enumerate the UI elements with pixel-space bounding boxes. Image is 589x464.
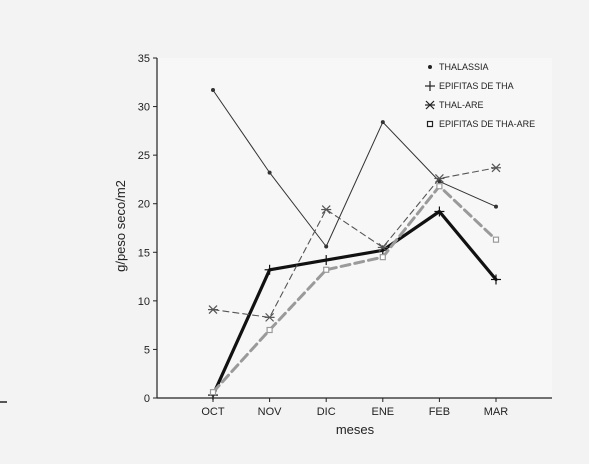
data-point <box>321 255 332 266</box>
legend-marker <box>428 65 432 69</box>
data-point <box>321 205 332 214</box>
x-tick-label: NOV <box>258 406 283 418</box>
legend-marker <box>426 120 434 128</box>
data-point <box>209 389 217 396</box>
data-point <box>434 206 445 217</box>
x-tick-label: MAR <box>484 406 509 418</box>
y-tick-label: 35 <box>138 53 150 65</box>
series-line-4 <box>211 184 498 394</box>
data-point <box>436 183 443 190</box>
legend-item: EPIFITAS DE THA-ARE <box>426 119 535 129</box>
data-point <box>377 243 388 252</box>
y-tick-label: 5 <box>144 344 150 356</box>
legend-label: EPIFITAS DE THA <box>439 81 514 91</box>
legend-label: THALASSIA <box>439 62 489 72</box>
data-point <box>491 274 501 285</box>
y-tick-label: 10 <box>138 296 150 308</box>
data-point <box>491 163 501 173</box>
x-axis-label: meses <box>336 422 375 437</box>
legend-item: THALASSIA <box>428 62 489 72</box>
legend-item: THAL-ARE <box>425 100 484 110</box>
series-line-3 <box>212 167 497 318</box>
legend-marker <box>425 81 435 91</box>
legend-label: THAL-ARE <box>439 100 484 110</box>
data-point <box>211 88 215 93</box>
data-point <box>492 236 500 243</box>
data-point <box>208 305 218 315</box>
y-tick-label: 20 <box>138 199 150 211</box>
x-tick-label: DIC <box>317 406 336 418</box>
legend-label: EPIFITAS DE THA-ARE <box>439 119 535 129</box>
series-line-2 <box>211 209 498 397</box>
y-tick-label: 0 <box>144 393 150 405</box>
series-line-1 <box>212 89 497 247</box>
data-point <box>264 312 275 322</box>
legend: THALASSIA EPIFITAS DE THA THAL-ARE EPIFITAS… <box>425 62 535 129</box>
data-point <box>267 170 272 175</box>
x-tick-label: OCT <box>201 406 225 418</box>
data-point <box>324 244 329 249</box>
x-tick-label: FEB <box>429 406 450 418</box>
y-axis-label: g/peso seco/m2 <box>113 180 128 272</box>
legend-marker <box>425 100 435 110</box>
data-point <box>494 204 498 209</box>
y-tick-label: 15 <box>138 247 150 259</box>
data-point <box>380 120 385 125</box>
y-tick-label: 30 <box>138 102 150 114</box>
data-point <box>264 264 275 275</box>
data-point <box>434 174 445 183</box>
x-tick-label: ENE <box>371 406 394 418</box>
legend-item: EPIFITAS DE THA <box>425 81 514 91</box>
y-tick-label: 25 <box>138 150 150 162</box>
data-point <box>266 326 273 334</box>
plot-area: 0 5 10 15 20 25 30 35 OCT NOV DIC ENE FEB MAR <box>0 53 552 418</box>
data-point <box>379 254 386 261</box>
data-point <box>323 266 330 273</box>
